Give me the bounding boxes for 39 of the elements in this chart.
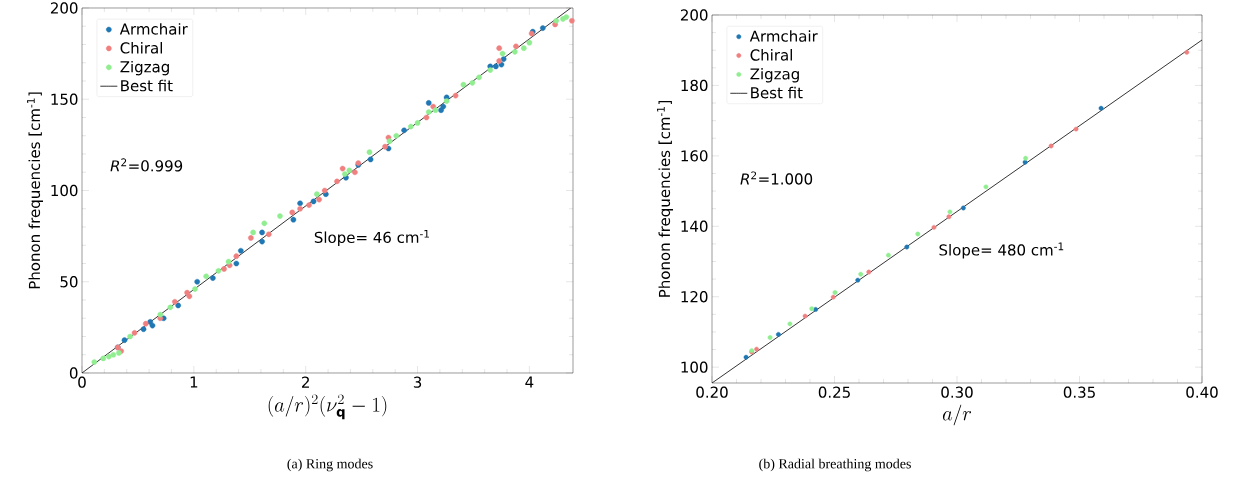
y-tick-label: 140 <box>681 220 708 232</box>
y-axis-title: Phonon frequencies [cm$^{-1}$] <box>27 92 44 289</box>
legend-label: Armchair <box>749 30 818 42</box>
x-tick-label: 0.30 <box>941 386 973 398</box>
annotation: Slope= 480 cm$^{-1}$ <box>939 242 1064 259</box>
y-tick-label: 100 <box>681 361 708 373</box>
x-tick-label: 0.40 <box>1186 386 1218 398</box>
annotation: R$^{2}$=0.999 <box>110 158 183 172</box>
x-tick-label: 0.20 <box>696 386 728 398</box>
legend-label: Best fit <box>121 79 173 92</box>
x-tick-label: 3 <box>413 376 422 388</box>
x-tick-label: 0.35 <box>1063 386 1095 398</box>
text: (a) Ring modes <box>287 458 373 472</box>
legend-label: Chiral <box>750 49 792 61</box>
legend-label: Zigzag <box>750 67 799 83</box>
x-axis-title: $a/r$ <box>942 404 972 426</box>
y-tick-label: 200 <box>680 9 708 21</box>
text: (b) Radial breathing modes <box>759 458 911 472</box>
x-tick-label: 2 <box>302 376 309 388</box>
y-tick-label: 160 <box>681 150 708 162</box>
legend-label: Zigzag <box>120 60 169 76</box>
y-tick-label: 200 <box>50 2 78 14</box>
y-tick-label: 50 <box>60 276 78 288</box>
annotation: Slope= 46 cm$^{-1}$ <box>314 229 430 246</box>
y-tick-label: 180 <box>681 79 708 92</box>
x-axis-title: $(a/r)^2(\nu_{\mathbf{q}}^2-1)$ <box>268 394 387 420</box>
y-axis-title: Phonon frequencies [cm$^{-1}$] <box>657 101 674 297</box>
x-tick-label: 1 <box>190 376 198 388</box>
legend-label: Armchair <box>119 23 188 35</box>
y-tick-label: 120 <box>681 291 708 303</box>
y-tick-label: 0 <box>69 367 78 379</box>
y-tick-label: 100 <box>51 184 78 197</box>
annotation: R$^{2}$=1.000 <box>740 171 813 185</box>
x-tick-label: 0 <box>78 376 86 388</box>
x-tick-label: 4 <box>525 376 534 388</box>
y-tick-label: 150 <box>51 93 78 105</box>
x-tick-label: 0.25 <box>818 386 850 398</box>
legend-label: Best fit <box>751 86 803 99</box>
legend-label: Chiral <box>120 42 162 54</box>
